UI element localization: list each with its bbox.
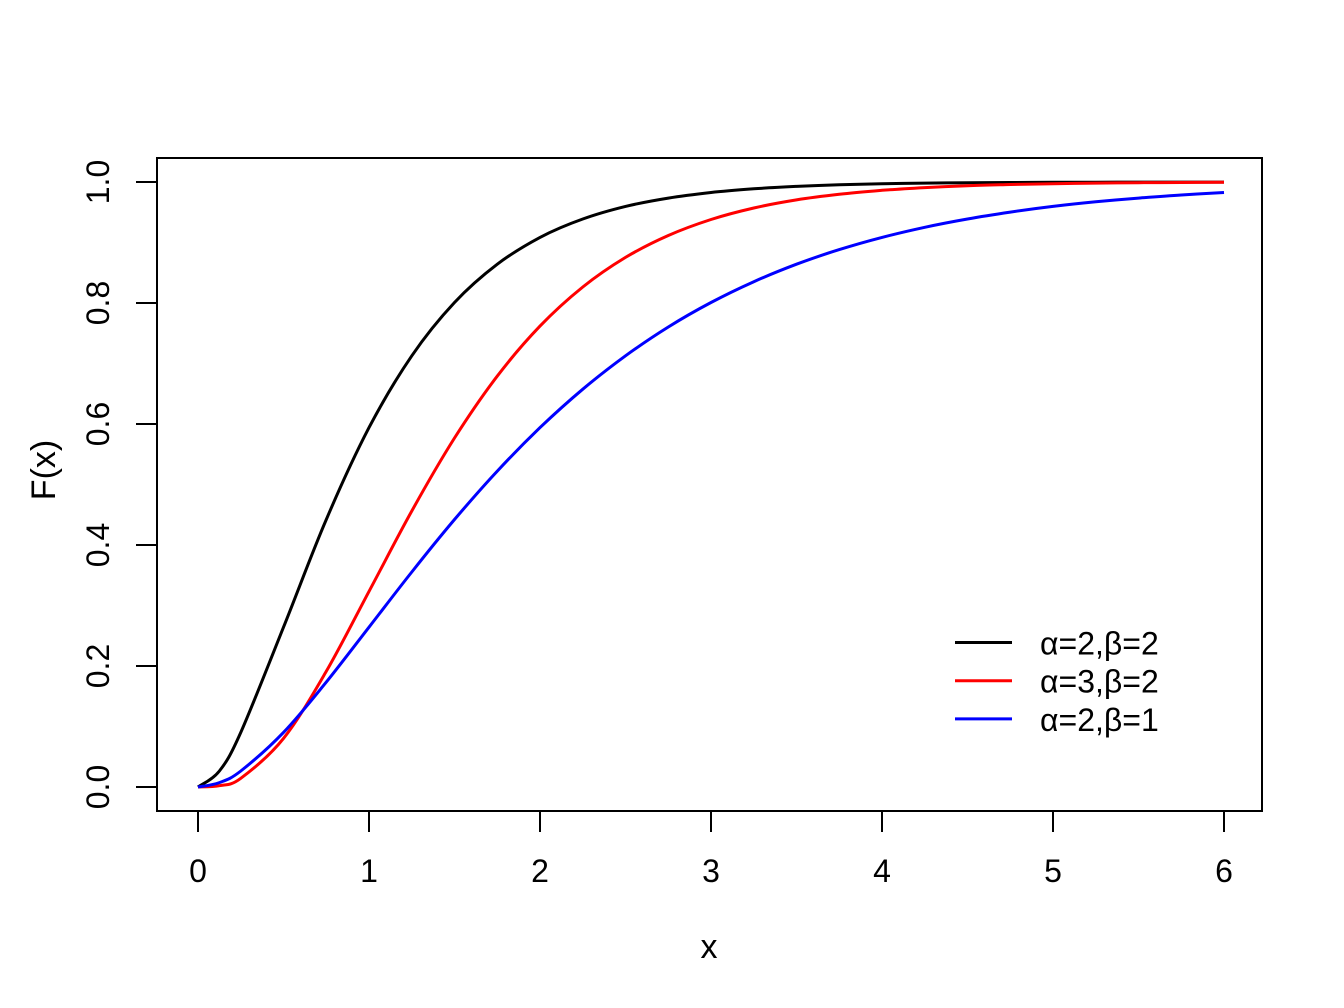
x-axis: 0 1 2 3 4 5 6 — [189, 811, 1233, 889]
x-tick-label: 5 — [1044, 853, 1062, 889]
y-tick-label: 0.4 — [80, 523, 116, 567]
legend: α=2,β=2α=3,β=2α=2,β=1 — [955, 626, 1159, 738]
y-tick-label: 0.8 — [80, 281, 116, 325]
x-tick-label: 1 — [360, 853, 378, 889]
y-tick-label: 0.6 — [80, 402, 116, 446]
x-axis-label: x — [701, 928, 718, 966]
curve-alpha3-beta2 — [197, 180, 1225, 789]
legend-label-alpha2-beta2: α=2,β=2 — [1040, 626, 1159, 662]
x-tick-label: 4 — [873, 853, 891, 889]
y-tick-label: 1.0 — [80, 160, 116, 204]
y-axis: 0.0 0.2 0.4 0.6 0.8 1.0 — [80, 160, 157, 809]
x-tick-label: 3 — [702, 853, 720, 889]
legend-item-alpha2-beta1: α=2,β=1 — [955, 702, 1159, 738]
y-tick-label: 0.0 — [80, 765, 116, 809]
legend-label-alpha3-beta2: α=3,β=2 — [1040, 664, 1159, 700]
plot-box — [156, 157, 1263, 812]
curves-group — [197, 180, 1225, 789]
y-axis-label: F(x) — [25, 440, 63, 500]
x-tick-label: 6 — [1215, 853, 1233, 889]
curve-alpha2-beta2 — [197, 180, 1224, 789]
curve-alpha2-beta1 — [197, 191, 1225, 789]
x-tick-label: 0 — [189, 853, 207, 889]
legend-label-alpha2-beta1: α=2,β=1 — [1040, 702, 1159, 738]
legend-item-alpha2-beta2: α=2,β=2 — [955, 626, 1159, 662]
x-tick-label: 2 — [531, 853, 549, 889]
y-tick-label: 0.2 — [80, 644, 116, 688]
legend-item-alpha3-beta2: α=3,β=2 — [955, 664, 1159, 700]
